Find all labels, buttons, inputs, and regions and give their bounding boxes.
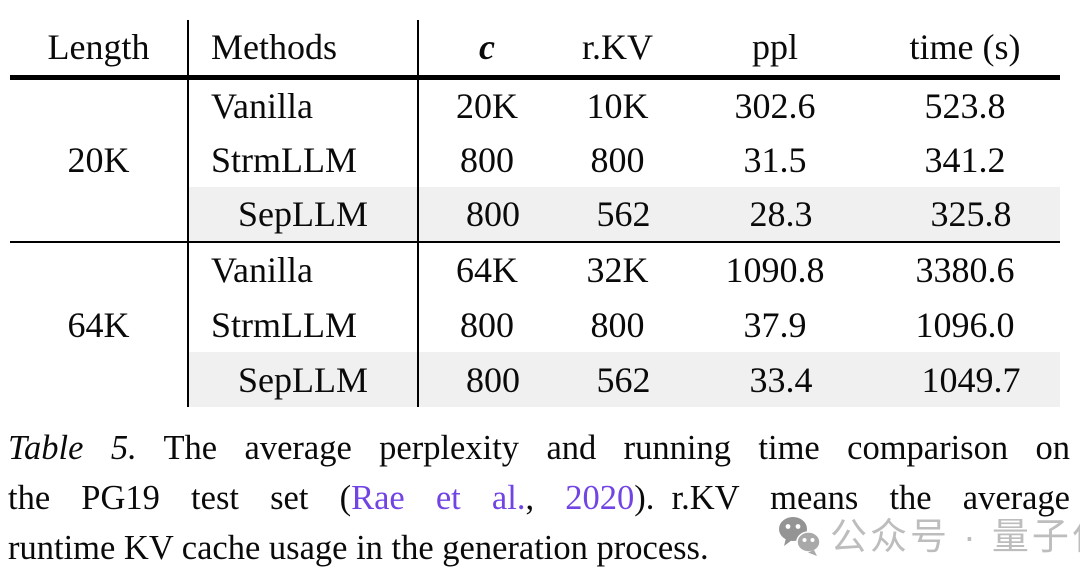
caption-label: Table 5. bbox=[8, 429, 137, 467]
c-value: 800 bbox=[460, 304, 514, 345]
method-cell: Vanilla bbox=[188, 77, 419, 132]
method-cell: SepLLM bbox=[188, 187, 419, 242]
table-row: StrmLLM 800 800 31.5 341.2 bbox=[10, 132, 1060, 187]
ppl-value: 28.3 bbox=[680, 187, 870, 242]
header-ppl: ppl bbox=[680, 20, 870, 80]
time-value: 325.8 bbox=[870, 187, 1060, 242]
table-row: 20K Vanilla 20K 10K 302.6 523.8 bbox=[10, 77, 1060, 242]
c-value: 20K bbox=[456, 85, 518, 126]
length-cell-64k: 64K bbox=[10, 241, 189, 407]
c-value: 800 bbox=[418, 352, 555, 407]
caption-text: the PG19 test set ( bbox=[8, 479, 352, 517]
rkv-value: 10K bbox=[586, 85, 649, 126]
caption-text: , bbox=[525, 479, 566, 517]
citation-link-authors[interactable]: Rae et al. bbox=[351, 479, 526, 517]
table-row: StrmLLM 800 800 37.9 1096.0 bbox=[10, 297, 1060, 352]
header-c: c bbox=[418, 20, 555, 80]
c-value: 800 bbox=[418, 187, 555, 242]
time-value: 3380.6 bbox=[870, 241, 1060, 297]
ppl-value: 1090.8 bbox=[680, 241, 870, 297]
rkv-value: 800 bbox=[590, 304, 645, 345]
rkv-value: 800 bbox=[590, 139, 645, 180]
rkv-value: 32K bbox=[555, 241, 680, 297]
method-cell: SepLLM bbox=[188, 352, 419, 407]
ppl-value: 31.5 bbox=[743, 139, 807, 180]
table-caption: Table 5. The average perplexity and runn… bbox=[8, 423, 1070, 573]
caption-line-1: Table 5. The average perplexity and runn… bbox=[8, 423, 1070, 473]
caption-line-3: runtime KV cache usage in the generation… bbox=[8, 523, 1070, 573]
table-row: 64K Vanilla 64K 32K 1090.8 3380.6 bbox=[10, 241, 1060, 407]
method-cell: StrmLLM bbox=[188, 132, 419, 187]
caption-text: ). r.KV means the average bbox=[634, 479, 1070, 517]
results-table: Length Methods c r.KV ppl time (s) 20K V… bbox=[10, 20, 1060, 407]
header-length: Length bbox=[10, 20, 189, 80]
header-rkv: r.KV bbox=[555, 20, 680, 80]
table-row-highlighted: SepLLM 800 562 28.3 325.8 bbox=[10, 187, 1060, 242]
method-cell: StrmLLM bbox=[188, 297, 419, 352]
caption-text: The average perplexity and running time … bbox=[136, 429, 1070, 467]
header-row: Length Methods c r.KV ppl time (s) bbox=[10, 20, 1060, 80]
citation-link-year[interactable]: 2020 bbox=[565, 479, 635, 517]
caption-line-2: the PG19 test set (Rae et al., 2020). r.… bbox=[8, 473, 1070, 523]
header-methods: Methods bbox=[188, 20, 419, 80]
caption-text: runtime KV cache usage in the generation… bbox=[8, 529, 709, 567]
header-time: time (s) bbox=[870, 20, 1060, 80]
time-value: 1049.7 bbox=[870, 352, 1060, 407]
c-value: 64K bbox=[418, 241, 555, 297]
c-value: 800 bbox=[460, 139, 514, 180]
method-cell: Vanilla bbox=[188, 241, 419, 297]
ppl-value: 302.6 bbox=[734, 85, 816, 126]
time-value: 523.8 bbox=[924, 85, 1006, 126]
ppl-value: 37.9 bbox=[743, 304, 807, 345]
ppl-value: 33.4 bbox=[680, 352, 870, 407]
length-cell-20k: 20K bbox=[10, 77, 189, 242]
rkv-value: 562 bbox=[555, 187, 680, 242]
table-row-highlighted: SepLLM 800 562 33.4 1049.7 bbox=[10, 352, 1060, 407]
rkv-value: 562 bbox=[555, 352, 680, 407]
time-value: 341.2 bbox=[924, 139, 1006, 180]
time-value: 1096.0 bbox=[915, 304, 1015, 345]
